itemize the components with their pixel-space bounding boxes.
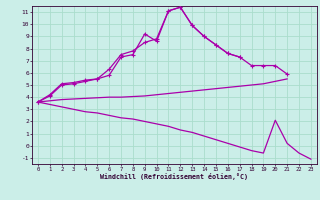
X-axis label: Windchill (Refroidissement éolien,°C): Windchill (Refroidissement éolien,°C) bbox=[100, 173, 248, 180]
